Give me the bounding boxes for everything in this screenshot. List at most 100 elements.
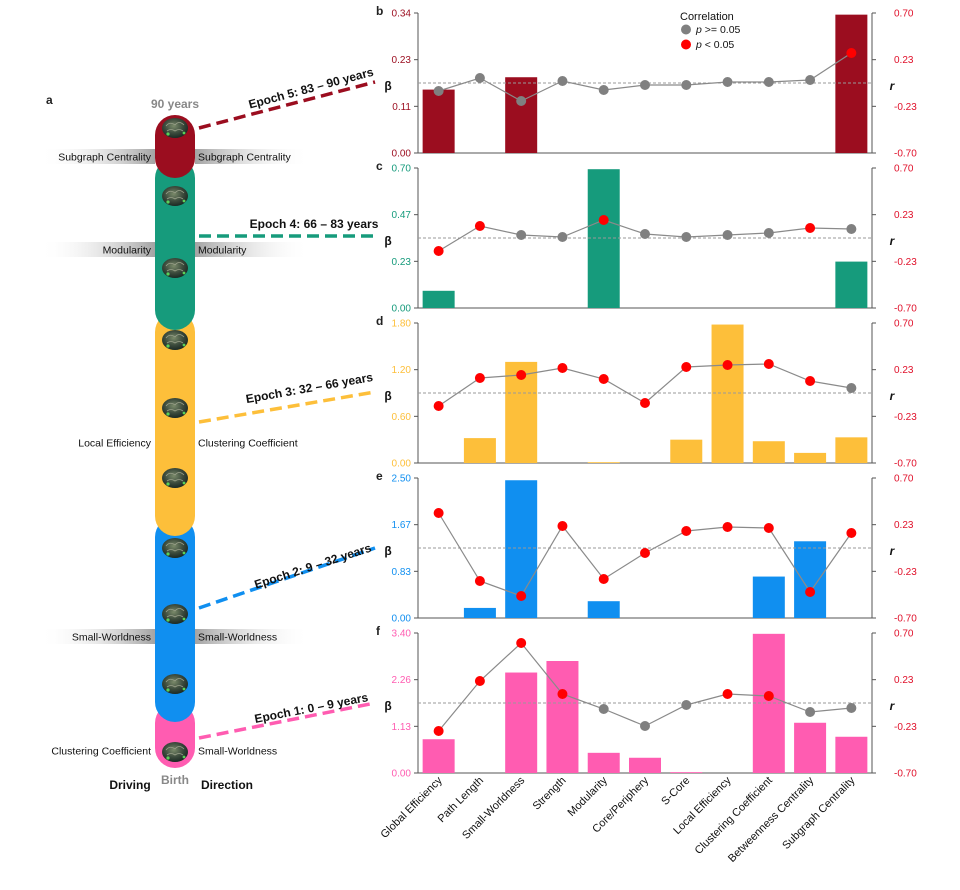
left-tick-label: 0.34 bbox=[392, 9, 412, 20]
brain-highlight bbox=[166, 412, 170, 416]
left-tick-label: 1.13 bbox=[392, 722, 412, 733]
r-point-c-6 bbox=[681, 232, 692, 242]
r-point-e-1 bbox=[474, 576, 485, 586]
bar-d-4 bbox=[587, 462, 620, 463]
brain-image bbox=[162, 186, 188, 206]
left-tick-label: 0.60 bbox=[392, 412, 412, 423]
brain-highlight bbox=[182, 617, 186, 621]
brain-folds bbox=[165, 190, 185, 200]
legend-p-symbol: p bbox=[695, 39, 702, 51]
brain-image bbox=[162, 742, 188, 762]
r-point-b-8 bbox=[763, 77, 774, 87]
driving-metric-label: Clustering Coefficient bbox=[51, 746, 151, 758]
direction-label-bg bbox=[195, 149, 310, 164]
r-point-c-9 bbox=[805, 223, 816, 233]
right-tick-label: -0.23 bbox=[894, 722, 917, 733]
bar-d-1 bbox=[463, 438, 496, 463]
panel-b: b 0.34 0.23 0.11 0.00 0.70 0.23 -0.23 -0.70 β r bbox=[376, 4, 917, 160]
panel-c: c 0.70 0.47 0.23 0.00 0.70 0.23 -0.23 -0.70 β r bbox=[376, 159, 917, 315]
direction-label: Direction bbox=[201, 778, 253, 792]
r-point-c-1 bbox=[474, 221, 485, 231]
category-label: Global Efficiency bbox=[378, 774, 445, 841]
driving-label-bg bbox=[40, 629, 155, 644]
right-tick-label: -0.23 bbox=[894, 102, 917, 113]
bar-b-10 bbox=[835, 14, 868, 153]
brain-highlight bbox=[166, 688, 170, 692]
r-point-e-10 bbox=[846, 528, 857, 538]
right-tick-label: 0.23 bbox=[894, 210, 914, 221]
left-tick-label: 3.40 bbox=[392, 629, 412, 640]
panel-letter-a: a bbox=[46, 93, 53, 107]
bar-e-8 bbox=[752, 576, 785, 618]
brain-shape bbox=[162, 330, 188, 350]
age-top-label: 90 years bbox=[151, 97, 199, 111]
r-point-b-2 bbox=[516, 96, 527, 106]
bar-d-9 bbox=[794, 452, 827, 463]
beta-axis-symbol: β bbox=[384, 699, 391, 713]
brain-highlight bbox=[166, 344, 170, 348]
r-point-e-9 bbox=[805, 587, 816, 597]
panel-e: e 2.50 1.67 0.83 0.00 0.70 0.23 -0.23 -0.70 β r bbox=[376, 469, 917, 625]
r-point-e-6 bbox=[681, 526, 692, 536]
legend-p-symbol: p bbox=[695, 24, 702, 36]
r-line-f bbox=[438, 642, 852, 732]
right-tick-label: 0.23 bbox=[894, 675, 914, 686]
brain-image bbox=[162, 398, 188, 418]
r-point-e-4 bbox=[598, 574, 609, 584]
r-point-b-7 bbox=[722, 77, 733, 87]
brain-highlight bbox=[182, 131, 186, 135]
brain-highlight bbox=[166, 482, 170, 486]
bar-f-0 bbox=[422, 739, 455, 773]
r-point-f-8 bbox=[763, 691, 774, 701]
bar-d-6 bbox=[670, 439, 703, 463]
brain-highlight bbox=[182, 343, 186, 347]
r-axis-symbol: r bbox=[890, 79, 896, 93]
r-point-d-5 bbox=[640, 398, 650, 408]
epoch-connector-1 bbox=[198, 701, 376, 740]
r-point-c-10 bbox=[846, 224, 857, 234]
epoch-connector-2 bbox=[198, 546, 376, 610]
r-point-f-4 bbox=[598, 704, 609, 714]
legend-item-label: p >= 0.05 bbox=[695, 24, 741, 36]
bar-f-4 bbox=[587, 752, 620, 773]
brain-image bbox=[162, 674, 188, 694]
bar-f-6 bbox=[670, 772, 703, 773]
brain-folds bbox=[165, 472, 185, 482]
brain-folds bbox=[165, 122, 185, 132]
right-tick-label: 0.23 bbox=[894, 365, 914, 376]
bar-d-8 bbox=[752, 441, 785, 463]
bar-c-0 bbox=[422, 290, 455, 308]
legend-condition: < 0.05 bbox=[702, 39, 735, 51]
right-tick-label: 0.70 bbox=[894, 9, 914, 20]
brain-shape bbox=[162, 604, 188, 624]
brain-highlight bbox=[182, 755, 186, 759]
epoch-label-2: Epoch 2: 9 – 32 years bbox=[253, 541, 374, 592]
bar-e-1 bbox=[463, 607, 496, 618]
r-axis-symbol: r bbox=[890, 234, 896, 248]
brain-shape bbox=[162, 398, 188, 418]
r-point-e-5 bbox=[640, 548, 650, 558]
brain-shape bbox=[162, 186, 188, 206]
legend-marker bbox=[681, 24, 691, 35]
r-point-b-4 bbox=[598, 85, 609, 95]
r-point-c-7 bbox=[722, 230, 733, 240]
r-point-b-3 bbox=[557, 76, 568, 86]
r-axis-symbol: r bbox=[890, 699, 896, 713]
r-point-d-10 bbox=[846, 383, 857, 393]
legend-condition: >= 0.05 bbox=[702, 24, 741, 36]
brain-folds bbox=[165, 542, 185, 552]
right-tick-label: -0.70 bbox=[894, 149, 917, 160]
epoch-bar-segment-4 bbox=[155, 158, 195, 330]
right-tick-label: 0.70 bbox=[894, 164, 914, 175]
brain-folds bbox=[165, 678, 185, 688]
legend-item-label: p < 0.05 bbox=[695, 39, 734, 51]
bar-e-9 bbox=[794, 541, 827, 618]
r-point-b-10 bbox=[846, 48, 857, 58]
r-point-f-0 bbox=[433, 726, 444, 736]
bar-d-10 bbox=[835, 437, 868, 463]
panel-letter-e: e bbox=[376, 469, 383, 483]
left-tick-label: 1.80 bbox=[392, 319, 412, 330]
